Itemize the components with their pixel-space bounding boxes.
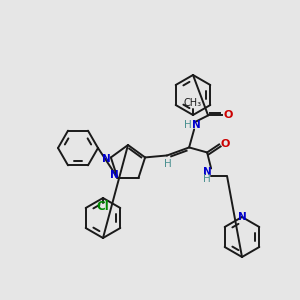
Text: H: H — [203, 174, 211, 184]
Text: N: N — [192, 120, 200, 130]
Text: O: O — [224, 110, 233, 120]
Text: O: O — [220, 140, 230, 149]
Text: N: N — [101, 154, 110, 164]
Text: CH₃: CH₃ — [184, 98, 202, 108]
Text: N: N — [110, 169, 119, 180]
Text: N: N — [203, 167, 212, 177]
Text: H: H — [164, 159, 172, 170]
Text: H: H — [184, 120, 192, 130]
Text: N: N — [238, 212, 246, 222]
Text: Cl: Cl — [97, 200, 110, 212]
